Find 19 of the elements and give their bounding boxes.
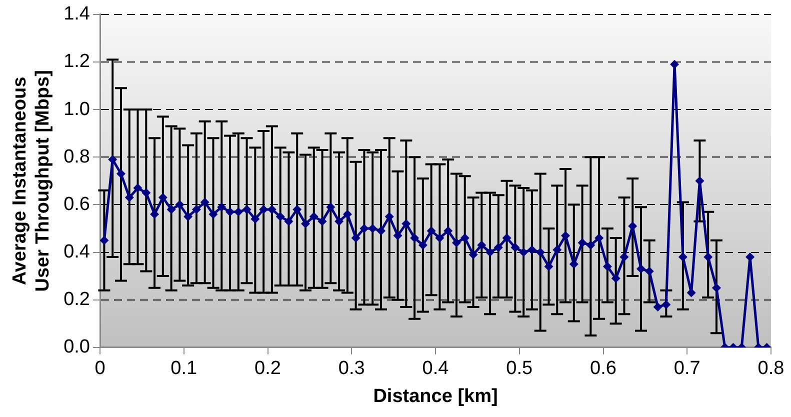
y-tick-label: 1.2 <box>64 51 90 72</box>
x-tick-label: 0.1 <box>170 358 198 380</box>
x-axis-title: Distance [km] <box>373 386 498 407</box>
y-tick-label: 0.2 <box>64 289 90 310</box>
x-tick-label: 0.3 <box>338 358 365 380</box>
y-tick-label: 0.6 <box>64 194 90 215</box>
x-tick-label: 0 <box>94 358 106 380</box>
x-tick-label: 0.7 <box>674 358 700 380</box>
x-tick-label: 0.4 <box>422 358 450 380</box>
y-tick-label: 0.8 <box>64 146 90 168</box>
y-tick-label: 1.4 <box>64 4 90 25</box>
x-tick-label: 0.8 <box>758 358 784 380</box>
y-tick-label: 0.4 <box>64 241 90 262</box>
x-tick-label: 0.6 <box>590 358 616 380</box>
x-tick-label: 0.2 <box>254 358 281 380</box>
y-axis-title: Average Instantaneous User Throughput [Mbps] <box>10 70 54 292</box>
x-tick-label: 0.5 <box>506 358 533 380</box>
y-tick-label: 1.0 <box>64 98 90 120</box>
y-tick-label: 0.0 <box>64 336 90 358</box>
